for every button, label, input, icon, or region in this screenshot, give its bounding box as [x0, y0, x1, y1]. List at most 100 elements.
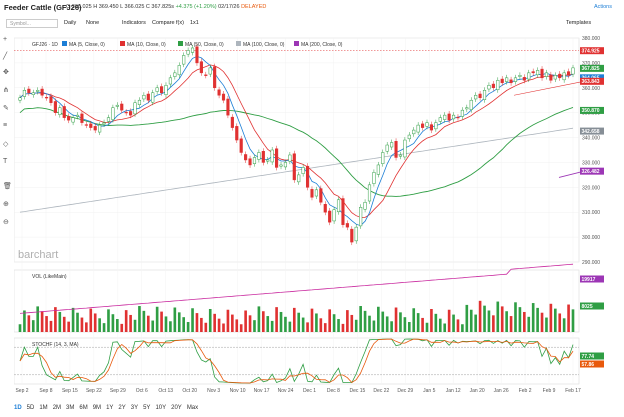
- candle-body[interactable]: [129, 111, 133, 116]
- candle-body[interactable]: [522, 77, 526, 81]
- text-icon[interactable]: T: [3, 158, 8, 165]
- candle-body[interactable]: [394, 141, 398, 158]
- none-dropdown[interactable]: None: [86, 20, 100, 26]
- candle-body[interactable]: [160, 86, 164, 94]
- candle-body[interactable]: [567, 71, 571, 76]
- candle-body[interactable]: [553, 75, 557, 80]
- candle-body[interactable]: [474, 94, 478, 100]
- brush-icon[interactable]: ✎: [3, 105, 9, 112]
- candle-body[interactable]: [421, 123, 425, 128]
- candle-body[interactable]: [487, 85, 491, 90]
- candle-body[interactable]: [283, 162, 288, 168]
- candle-body[interactable]: [248, 158, 252, 166]
- indicators-button[interactable]: Indicators: [122, 20, 146, 26]
- candle-body[interactable]: [182, 55, 186, 65]
- crosshair-icon[interactable]: +: [3, 36, 8, 43]
- candle-body[interactable]: [478, 93, 482, 98]
- candle-body[interactable]: [239, 138, 243, 153]
- candle-body[interactable]: [443, 114, 447, 120]
- candle-body[interactable]: [319, 188, 323, 203]
- candle-body[interactable]: [151, 92, 155, 103]
- range-1m[interactable]: 1M: [39, 405, 48, 411]
- candle-body[interactable]: [84, 124, 88, 126]
- candle-body[interactable]: [314, 189, 318, 197]
- range-5y[interactable]: 5Y: [143, 405, 151, 411]
- candle-body[interactable]: [93, 126, 97, 131]
- candle-body[interactable]: [359, 206, 363, 227]
- trash-icon[interactable]: 🗑: [3, 183, 12, 190]
- candle-body[interactable]: [40, 88, 44, 96]
- range-2m[interactable]: 2M: [52, 405, 62, 411]
- candle-body[interactable]: [367, 184, 372, 202]
- candle-body[interactable]: [235, 126, 239, 141]
- candle-body[interactable]: [266, 159, 270, 162]
- candle-body[interactable]: [429, 124, 433, 131]
- compare-button[interactable]: Compare: [152, 20, 175, 26]
- candle-body[interactable]: [252, 157, 257, 164]
- candle-body[interactable]: [22, 90, 26, 97]
- candle-body[interactable]: [540, 68, 544, 79]
- candle-body[interactable]: [323, 204, 327, 213]
- candle-body[interactable]: [80, 113, 84, 123]
- candle-body[interactable]: [363, 202, 367, 210]
- candle-body[interactable]: [75, 114, 80, 117]
- candle-body[interactable]: [416, 124, 420, 133]
- range-2y[interactable]: 2Y: [118, 405, 126, 411]
- candle-body[interactable]: [381, 152, 385, 164]
- candle-body[interactable]: [164, 85, 168, 95]
- candle-body[interactable]: [98, 124, 102, 133]
- candle-body[interactable]: [460, 109, 464, 117]
- candle-body[interactable]: [213, 66, 217, 89]
- candle-body[interactable]: [345, 223, 349, 228]
- candle-body[interactable]: [310, 189, 314, 198]
- candle-body[interactable]: [137, 99, 142, 105]
- candle-body[interactable]: [354, 226, 358, 242]
- candle-body[interactable]: [142, 94, 146, 100]
- candle-body[interactable]: [350, 228, 354, 243]
- range-9m[interactable]: 9M: [92, 405, 102, 411]
- candle-body[interactable]: [531, 71, 535, 74]
- zoom-out-icon[interactable]: ⊖: [3, 219, 9, 226]
- candle-body[interactable]: [505, 77, 509, 82]
- candle-body[interactable]: [398, 154, 403, 157]
- symbol-search-input[interactable]: Symbol...: [6, 19, 58, 28]
- candle-body[interactable]: [58, 107, 62, 115]
- range-1d[interactable]: 1D: [14, 405, 22, 411]
- range-3m[interactable]: 3M: [66, 405, 75, 411]
- candle-body[interactable]: [115, 104, 119, 107]
- candle-body[interactable]: [168, 77, 172, 85]
- range-10y[interactable]: 10Y: [155, 405, 167, 411]
- candle-body[interactable]: [558, 73, 562, 79]
- candle-body[interactable]: [513, 77, 518, 82]
- candle-body[interactable]: [509, 79, 513, 84]
- candle-body[interactable]: [133, 102, 137, 115]
- candle-body[interactable]: [190, 47, 195, 53]
- candle-body[interactable]: [195, 46, 199, 64]
- candle-body[interactable]: [186, 50, 190, 55]
- candle-body[interactable]: [549, 74, 553, 81]
- candle-body[interactable]: [53, 101, 57, 113]
- candle-body[interactable]: [270, 149, 274, 163]
- range-3y[interactable]: 3Y: [130, 405, 139, 411]
- candle-body[interactable]: [465, 107, 469, 110]
- fib-icon[interactable]: ≡: [3, 122, 8, 129]
- range-6m[interactable]: 6M: [79, 405, 88, 411]
- price-chart[interactable]: 380.000370.000360.000350.000340.000330.0…: [14, 32, 609, 404]
- candle-body[interactable]: [451, 114, 456, 120]
- candle-body[interactable]: [155, 87, 159, 92]
- candle-body[interactable]: [146, 93, 150, 101]
- candle-body[interactable]: [292, 153, 296, 181]
- candle-body[interactable]: [217, 89, 221, 96]
- candle-body[interactable]: [18, 97, 22, 101]
- candle-body[interactable]: [536, 70, 540, 76]
- layout-dropdown[interactable]: 1x1: [190, 20, 199, 26]
- candle-body[interactable]: [257, 152, 261, 160]
- actions-button[interactable]: Actions: [593, 4, 612, 10]
- candle-body[interactable]: [447, 113, 451, 121]
- templates-button[interactable]: Templates: [566, 20, 592, 26]
- zoom-in-icon[interactable]: ⊕: [3, 201, 9, 208]
- candle-body[interactable]: [496, 80, 500, 91]
- candle-body[interactable]: [27, 88, 31, 94]
- candle-body[interactable]: [518, 75, 522, 77]
- candle-body[interactable]: [173, 72, 177, 77]
